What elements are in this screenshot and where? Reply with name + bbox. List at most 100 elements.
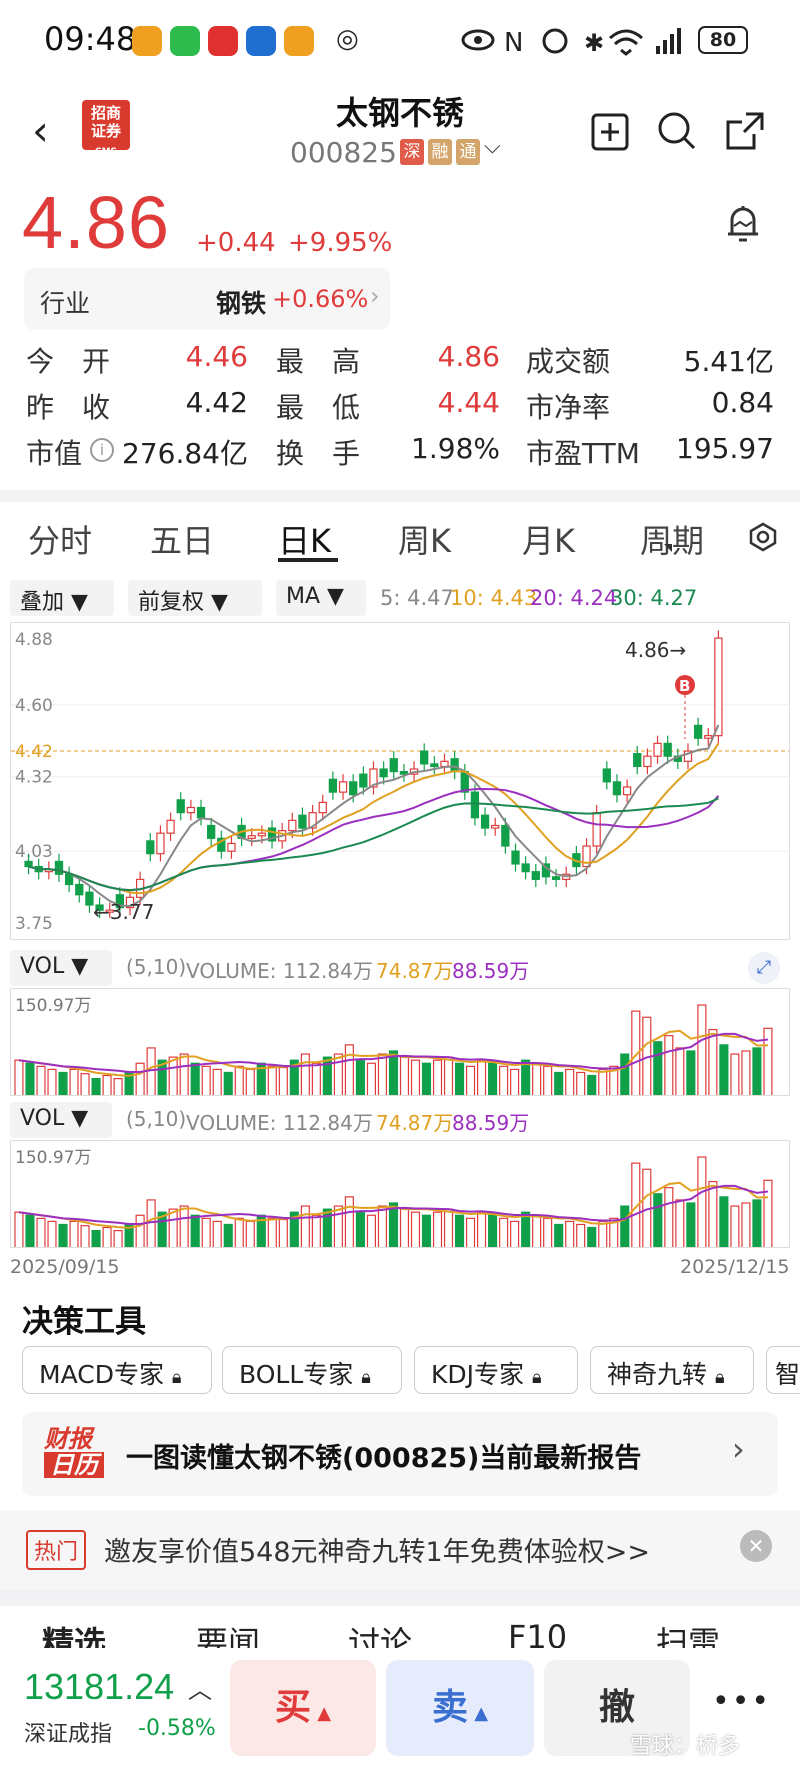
vol-dropdown-1[interactable]: VOL ▼ xyxy=(10,950,112,986)
kline-chart[interactable]: 4.88 4.60 4.42 4.32 4.03 3.75 4.86→ ←3.77 B xyxy=(10,622,790,940)
volume-bar xyxy=(653,1193,663,1247)
volume-bar xyxy=(421,1062,432,1095)
indicator-dropdown[interactable]: MA ▼ xyxy=(276,580,366,616)
tool-macd[interactable]: MACD专家 🔒︎ xyxy=(22,1346,212,1394)
tool-more[interactable]: 智 xyxy=(766,1346,800,1394)
tool-kdj[interactable]: KDJ专家 🔒︎ xyxy=(414,1346,578,1394)
more-icon[interactable]: ••• xyxy=(712,1684,772,1719)
volume-bar xyxy=(697,1156,707,1247)
candle xyxy=(389,758,398,773)
volume-bar xyxy=(25,1214,35,1247)
chart-settings-icon[interactable] xyxy=(748,522,778,552)
candle xyxy=(450,758,459,773)
tab-period[interactable]: 周期 xyxy=(640,522,705,560)
stat-label: 最 低 xyxy=(276,391,361,424)
volume-bar xyxy=(477,1211,487,1247)
volume-chart-2[interactable]: 150.97万 xyxy=(10,1140,790,1248)
adjust-dropdown[interactable]: 前复权 ▼ xyxy=(128,580,262,616)
candle xyxy=(663,742,672,757)
candle xyxy=(338,781,348,793)
volume-bar xyxy=(730,1205,740,1247)
candle xyxy=(612,781,622,796)
cancel-order-button[interactable]: 撤 xyxy=(544,1660,690,1756)
add-watchlist-icon[interactable] xyxy=(590,112,630,152)
tag-shenzhen: 深 xyxy=(400,139,424,165)
volume-bar xyxy=(157,1211,167,1247)
expand-icon[interactable]: ⤢ xyxy=(748,952,780,984)
buy-button[interactable]: 买 ▲ xyxy=(230,1660,376,1756)
volume-bar xyxy=(631,1162,641,1247)
index-change: -0.58% xyxy=(138,1716,216,1741)
vol-ma5-1: 74.87万 xyxy=(376,959,454,983)
buy-marker-label: B xyxy=(679,677,690,695)
chevron-right-icon: › xyxy=(370,282,380,310)
promo-banner[interactable]: 热门 邀友享价值548元神奇九转1年免费体验权>> ✕ xyxy=(0,1510,800,1590)
industry-name: 钢铁 xyxy=(216,289,267,318)
info-icon[interactable]: i xyxy=(90,438,114,462)
volume-bar xyxy=(499,1065,509,1095)
stat-value: 0.84 xyxy=(711,386,774,419)
tab-weekly-k[interactable]: 周K xyxy=(398,522,451,560)
volume-bar xyxy=(278,1066,288,1095)
volume-bar xyxy=(14,1211,24,1247)
volume-bar xyxy=(289,1059,299,1095)
chevron-right-icon: › xyxy=(732,1430,745,1468)
y-axis-label: 4.42 xyxy=(15,742,53,762)
volume-bar xyxy=(36,1217,46,1247)
volume-bar xyxy=(432,1059,443,1095)
index-value[interactable]: 13181.24 xyxy=(24,1666,175,1707)
back-icon[interactable]: ‹ xyxy=(32,106,49,155)
volume-chart-1[interactable]: 150.97万 xyxy=(10,988,790,1096)
volume-bar xyxy=(333,1205,343,1247)
tab-five-day[interactable]: 五日 xyxy=(150,522,215,560)
volume-bar xyxy=(47,1220,57,1247)
tab-daily-k[interactable]: 日K xyxy=(278,522,331,560)
alert-bell-icon[interactable] xyxy=(720,200,766,246)
close-icon[interactable]: ✕ xyxy=(740,1530,772,1562)
vol-dropdown-2[interactable]: VOL ▼ xyxy=(10,1102,112,1138)
candle xyxy=(156,832,165,855)
candle xyxy=(491,824,500,829)
volume-bar xyxy=(598,1220,608,1247)
candle xyxy=(501,824,510,847)
candle xyxy=(714,637,723,737)
tool-boll[interactable]: BOLL专家 🔒︎ xyxy=(222,1346,402,1394)
tool-macd-label: MACD专家 xyxy=(39,1360,164,1389)
tool-magic-nine[interactable]: 神奇九转 🔒︎ xyxy=(590,1346,754,1394)
volume-bar xyxy=(300,1053,310,1095)
tab-intraday[interactable]: 分时 xyxy=(28,522,93,560)
watermark: 雪球：桥多 xyxy=(630,1734,741,1759)
candle xyxy=(247,835,256,839)
volume-bar xyxy=(543,1217,553,1247)
chevron-up-icon[interactable]: ︿ xyxy=(188,1676,212,1704)
stat-value: 5.41亿 xyxy=(683,345,774,378)
share-icon[interactable] xyxy=(724,110,766,152)
sell-button[interactable]: 卖 ▲ xyxy=(386,1660,534,1756)
stat-value: 276.84亿 xyxy=(122,437,248,470)
volume-bar xyxy=(355,1059,365,1095)
volume-bar xyxy=(763,1179,773,1247)
chevron-down-icon[interactable]: ⌵ xyxy=(484,134,501,159)
volume-bar xyxy=(311,1062,321,1095)
buy-marker-icon xyxy=(675,675,695,695)
decision-tools-title: 决策工具 xyxy=(22,1304,146,1340)
volume-bar xyxy=(532,1214,542,1247)
volume-bar xyxy=(58,1071,68,1095)
candle xyxy=(146,840,155,855)
report-card[interactable]: 财报 日历 一图读懂太钢不锈(000825)当前最新报告 › xyxy=(22,1412,778,1496)
volume-bar xyxy=(465,1065,476,1095)
report-logo-top: 财报 xyxy=(44,1425,92,1453)
tab-monthly-k[interactable]: 月K xyxy=(522,522,575,560)
candle xyxy=(318,801,327,814)
current-price: 4.86 xyxy=(22,181,171,264)
feishu-icon xyxy=(246,26,276,56)
candle xyxy=(653,742,662,757)
search-icon[interactable] xyxy=(656,110,698,152)
industry-card[interactable]: 行业 钢铁 +0.66% › xyxy=(24,268,390,330)
volume-bar xyxy=(598,1068,608,1095)
volume-max-label: 150.97万 xyxy=(15,996,91,1016)
date-start: 2025/09/15 xyxy=(10,1256,120,1278)
overlay-dropdown[interactable]: 叠加 ▼ xyxy=(10,580,114,616)
candle xyxy=(298,814,307,829)
stat-value: 1.98% xyxy=(411,432,500,465)
